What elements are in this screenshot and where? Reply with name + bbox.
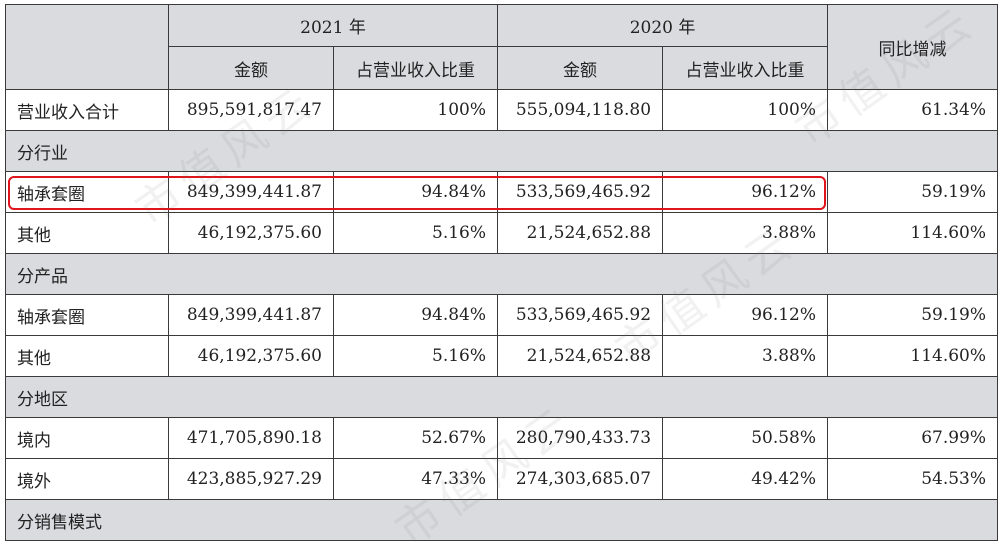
cell-share-2021: 5.16% xyxy=(332,212,499,254)
cell-yoy: 59.19% xyxy=(827,294,999,336)
header-share-2021: 占营业收入比重 xyxy=(332,46,499,90)
cell-share-2020: 3.88% xyxy=(662,335,829,377)
section-label: 分销售模式 xyxy=(4,499,999,541)
cell-share-2021: 94.84% xyxy=(332,294,499,336)
cell-yoy: 114.60% xyxy=(827,212,999,254)
cell-amount-2021: 423,885,927.29 xyxy=(168,458,334,500)
cell-share-2021: 5.16% xyxy=(332,335,499,377)
row-label: 轴承套圈 xyxy=(5,171,169,213)
table-row-industry-bearing: 轴承套圈 849,399,441.87 94.84% 533,569,465.9… xyxy=(5,171,999,213)
cell-share-2020: 50.58% xyxy=(662,417,829,459)
cell-amount-2020: 21,524,652.88 xyxy=(497,212,664,254)
cell-amount-2020: 533,569,465.92 xyxy=(497,294,664,336)
table-row-product-other: 其他 46,192,375.60 5.16% 21,524,652.88 3.8… xyxy=(5,335,999,377)
cell-amount-2020: 274,303,685.07 xyxy=(497,458,664,500)
cell-share-2021: 100% xyxy=(332,89,499,131)
row-label: 其他 xyxy=(5,212,169,254)
table-header-row-2: 金额 占营业收入比重 金额 占营业收入比重 xyxy=(6,46,998,90)
header-2021: 2021 年 xyxy=(167,4,499,47)
cell-amount-2021: 895,591,817.47 xyxy=(168,89,334,131)
cell-share-2021: 52.67% xyxy=(332,417,499,459)
table-row-industry-other: 其他 46,192,375.60 5.16% 21,524,652.88 3.8… xyxy=(5,212,999,254)
section-label: 分产品 xyxy=(4,253,999,295)
section-label: 分行业 xyxy=(4,130,999,172)
cell-yoy: 114.60% xyxy=(827,335,999,377)
header-yoy: 同比增减 xyxy=(827,4,999,90)
cell-amount-2020: 280,790,433.73 xyxy=(497,417,664,459)
cell-amount-2020: 555,094,118.80 xyxy=(497,89,664,131)
cell-share-2020: 96.12% xyxy=(662,171,829,213)
cell-yoy: 54.53% xyxy=(827,458,999,500)
header-amount-2021: 金额 xyxy=(168,46,334,90)
cell-amount-2021: 46,192,375.60 xyxy=(168,335,334,377)
cell-share-2020: 96.12% xyxy=(662,294,829,336)
row-label: 营业收入合计 xyxy=(5,89,169,131)
section-row-industry: 分行业 xyxy=(4,130,999,172)
cell-amount-2021: 849,399,441.87 xyxy=(168,171,334,213)
cell-amount-2021: 849,399,441.87 xyxy=(168,294,334,336)
section-row-product: 分产品 xyxy=(4,253,999,295)
table-row-total: 营业收入合计 895,591,817.47 100% 555,094,118.8… xyxy=(5,89,999,131)
header-amount-2020: 金额 xyxy=(497,46,664,90)
row-label: 轴承套圈 xyxy=(5,294,169,336)
cell-yoy: 59.19% xyxy=(827,171,999,213)
section-row-region: 分地区 xyxy=(4,376,999,418)
cell-amount-2020: 533,569,465.92 xyxy=(497,171,664,213)
table-row-domestic: 境内 471,705,890.18 52.67% 280,790,433.73 … xyxy=(5,417,999,459)
header-2020: 2020 年 xyxy=(497,4,829,47)
cell-share-2020: 3.88% xyxy=(662,212,829,254)
cell-yoy: 67.99% xyxy=(827,417,999,459)
table-row-product-bearing: 轴承套圈 849,399,441.87 94.84% 533,569,465.9… xyxy=(5,294,999,336)
cell-share-2021: 94.84% xyxy=(332,171,499,213)
header-blank-cell xyxy=(5,4,169,90)
revenue-breakdown-table: 2021 年 2020 年 同比增减 金额 占营业收入比重 金额 占营业收入比重… xyxy=(4,4,999,541)
header-share-2020: 占营业收入比重 xyxy=(662,46,829,90)
cell-share-2020: 49.42% xyxy=(662,458,829,500)
cell-yoy: 61.34% xyxy=(827,89,999,131)
cell-share-2021: 47.33% xyxy=(332,458,499,500)
cell-amount-2020: 21,524,652.88 xyxy=(497,335,664,377)
section-row-sales-mode: 分销售模式 xyxy=(4,499,999,541)
cell-share-2020: 100% xyxy=(662,89,829,131)
row-label: 境内 xyxy=(5,417,169,459)
revenue-table-container: 2021 年 2020 年 同比增减 金额 占营业收入比重 金额 占营业收入比重… xyxy=(4,4,999,541)
table-header-row-1: 2021 年 2020 年 同比增减 xyxy=(5,4,999,90)
row-label: 境外 xyxy=(5,458,169,500)
section-label: 分地区 xyxy=(4,376,999,418)
row-label: 其他 xyxy=(5,335,169,377)
table-row-overseas: 境外 423,885,927.29 47.33% 274,303,685.07 … xyxy=(5,458,999,500)
cell-amount-2021: 471,705,890.18 xyxy=(168,417,334,459)
cell-amount-2021: 46,192,375.60 xyxy=(168,212,334,254)
